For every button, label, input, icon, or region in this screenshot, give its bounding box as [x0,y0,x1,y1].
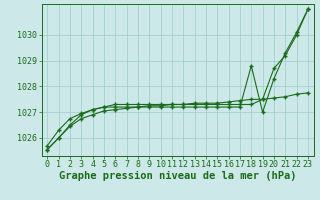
X-axis label: Graphe pression niveau de la mer (hPa): Graphe pression niveau de la mer (hPa) [59,171,296,181]
